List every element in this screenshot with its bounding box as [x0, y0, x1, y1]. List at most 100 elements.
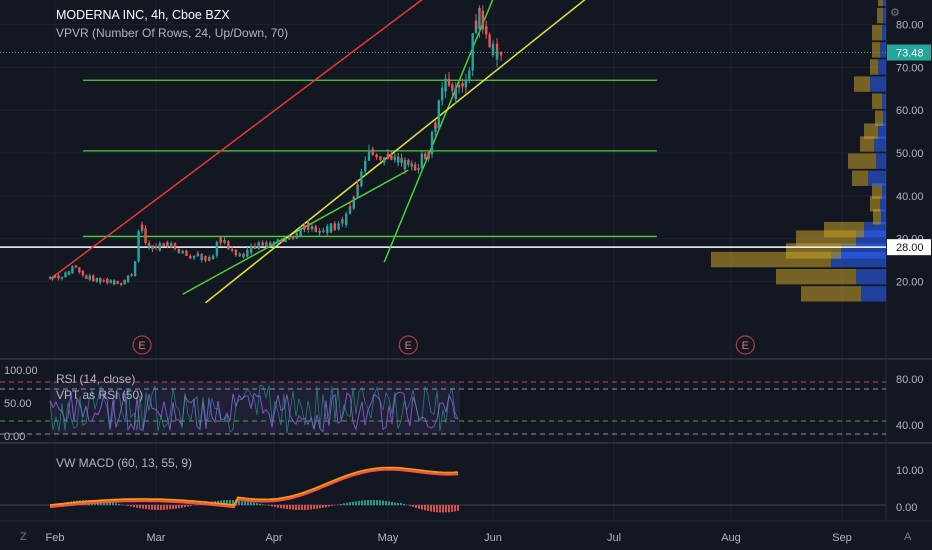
symbol-title: MODERNA INC, 4h, Cboe BZX — [56, 8, 230, 22]
macd-histogram-bar — [169, 505, 171, 510]
macd-histogram-bar — [409, 505, 411, 506]
macd-histogram-bar — [286, 505, 288, 510]
candle-body — [268, 242, 272, 246]
time-tick-label: Jun — [484, 532, 502, 544]
settings-gear-icon[interactable]: ⚙ — [890, 7, 900, 19]
candle-body — [478, 8, 481, 30]
candle-body — [333, 223, 336, 229]
macd-histogram-bar — [106, 501, 108, 505]
rsi-indicator-label[interactable]: RSI (14, close) — [56, 372, 136, 386]
macd-histogram-bar — [313, 505, 315, 510]
candle-body — [276, 239, 279, 242]
candle-body — [485, 26, 488, 35]
candle-body — [314, 226, 317, 231]
macd-histogram-bar — [349, 502, 351, 505]
price-tick-label: 40.00 — [896, 191, 924, 203]
vpt-indicator-label[interactable]: VPT as RSI (50) — [56, 388, 144, 402]
zoom-toggle-button[interactable]: Z — [20, 531, 27, 543]
time-tick-label: May — [378, 532, 399, 544]
macd-histogram-bar — [307, 505, 309, 510]
candle-body — [181, 250, 184, 253]
macd-indicator-label[interactable]: VW MACD (60, 13, 55, 9) — [56, 456, 193, 470]
macd-histogram-bar — [184, 505, 186, 508]
candle-body — [314, 230, 317, 232]
candle-body — [85, 277, 88, 279]
vpvr-up-bar — [883, 110, 886, 127]
vpvr-down-bar — [848, 153, 876, 169]
macd-histogram-bar — [415, 505, 417, 508]
candle-body — [310, 226, 314, 230]
macd-histogram-bar — [322, 505, 324, 508]
candle-body — [379, 156, 382, 160]
candle-body — [471, 33, 474, 54]
vpvr-up-bar — [864, 221, 886, 238]
macd-histogram-bar — [187, 505, 189, 507]
macd-histogram-bar — [157, 505, 159, 510]
vpvr-up-bar — [870, 76, 886, 92]
macd-histogram-bar — [355, 501, 357, 505]
macd-histogram-bar — [394, 502, 396, 505]
macd-signal-line — [49, 468, 459, 509]
macd-histogram-bar — [283, 505, 285, 509]
candle-body — [123, 280, 126, 282]
macd-histogram-bar — [178, 505, 180, 509]
vpvr-up-bar — [880, 196, 886, 212]
last-price-label: 73.48 — [896, 48, 924, 60]
macd-histogram-bar — [142, 505, 144, 509]
rsi-left-tick: 0.00 — [4, 431, 25, 443]
macd-histogram-bar — [358, 500, 360, 505]
macd-right-tick: 0.00 — [896, 502, 917, 514]
candle-body — [386, 153, 390, 159]
candle-body — [106, 278, 109, 284]
candle-body — [257, 245, 260, 249]
candle-body — [478, 8, 481, 11]
candle-body — [329, 223, 333, 233]
macd-histogram-bar — [109, 502, 111, 505]
candle-body — [417, 168, 420, 170]
candle-body — [364, 160, 367, 168]
candle-body — [356, 184, 359, 187]
candle-body — [102, 280, 105, 282]
macd-line — [49, 466, 459, 506]
macd-histogram-bar — [190, 505, 192, 506]
candle-series — [48, 5, 503, 287]
vpvr-indicator-label[interactable]: VPVR (Number Of Rows, 24, Up/Down, 70) — [56, 26, 289, 40]
time-tick-label: Sep — [832, 532, 852, 544]
candle-body — [352, 197, 355, 209]
macd-histogram-bar — [310, 505, 312, 510]
candle-body — [74, 265, 78, 268]
macd-histogram-bar — [340, 503, 342, 505]
candle-body — [337, 223, 340, 229]
vpvr-down-bar — [776, 268, 856, 285]
candle-body — [249, 245, 253, 253]
candle-body — [356, 184, 359, 198]
vpvr-down-bar — [872, 93, 882, 109]
macd-histogram-bar — [373, 500, 375, 505]
macd-histogram-bar — [451, 505, 453, 512]
macd-histogram-bar — [127, 505, 129, 506]
rsi-line — [49, 384, 459, 434]
candle-body — [133, 261, 137, 276]
macd-histogram-bar — [364, 500, 366, 505]
macd-histogram-bar — [385, 500, 387, 505]
macd-histogram-bar — [181, 505, 183, 508]
time-tick-label: Feb — [46, 532, 65, 544]
macd-histogram-bar — [151, 505, 153, 510]
rsi-band — [50, 382, 460, 434]
auto-scale-button[interactable]: A — [904, 531, 912, 543]
candle-body — [219, 237, 222, 244]
vpvr-down-bar — [877, 7, 883, 24]
candle-body — [238, 253, 241, 256]
vpvr-down-bar — [873, 209, 881, 225]
macd-histogram-bar — [139, 505, 141, 509]
earnings-marker-text: E — [742, 340, 749, 352]
macd-histogram-bar — [130, 505, 132, 507]
candle-body — [471, 53, 474, 71]
macd-histogram-bar — [274, 505, 276, 508]
vpvr-up-bar — [861, 286, 886, 302]
time-tick-label: Jul — [607, 532, 621, 544]
candle-body — [434, 122, 437, 129]
macd-histogram-bar — [361, 500, 363, 505]
candle-body — [81, 271, 85, 276]
